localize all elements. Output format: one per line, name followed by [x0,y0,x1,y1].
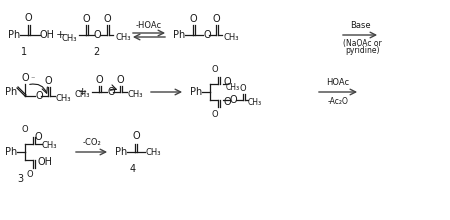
Text: O: O [27,170,33,179]
Text: Ph: Ph [5,87,17,97]
Text: ⁻: ⁻ [30,74,34,83]
Text: Ph: Ph [115,147,127,157]
Text: Base: Base [350,21,370,30]
Text: CH₃: CH₃ [62,33,77,42]
Text: O: O [132,131,140,141]
Text: OH: OH [38,157,53,167]
Text: 2: 2 [93,47,99,57]
Text: O: O [44,76,52,86]
Text: O: O [24,13,32,23]
Text: O: O [103,14,111,24]
Text: Ph: Ph [8,30,20,40]
Text: CH₃: CH₃ [223,33,238,42]
Text: -CO₂: -CO₂ [82,138,101,147]
Text: pyridine): pyridine) [345,46,379,55]
Text: Ph: Ph [5,147,17,157]
Text: (NaOAc or: (NaOAc or [342,39,382,48]
Text: O: O [34,132,42,142]
Text: O: O [212,14,220,24]
Text: O: O [116,75,124,85]
Text: CH₃: CH₃ [42,141,58,150]
Text: O: O [212,65,218,74]
Text: Ph: Ph [173,30,185,40]
Text: O: O [82,14,90,24]
Text: Ph: Ph [190,87,202,97]
Text: 3: 3 [17,174,23,184]
Text: CH₃: CH₃ [226,82,240,92]
Text: +: + [55,30,65,40]
Text: O: O [35,91,43,101]
Text: O: O [107,87,115,97]
Text: HOAc: HOAc [326,78,350,87]
Text: O: O [240,84,246,93]
Text: CH₃: CH₃ [128,90,144,99]
Text: 1: 1 [21,47,27,57]
Text: O: O [203,30,211,40]
Text: OH: OH [40,30,55,40]
Text: O: O [22,125,28,134]
Text: O: O [189,14,197,24]
Text: CH₃: CH₃ [75,90,90,99]
Text: -Ac₂O: -Ac₂O [328,97,348,106]
Text: CH₃: CH₃ [248,97,262,106]
Text: O: O [212,110,218,119]
Text: O: O [223,77,230,87]
Text: CH₃: CH₃ [115,33,130,42]
Text: O: O [223,97,230,107]
Text: +: + [77,87,87,97]
Text: 4: 4 [130,164,136,174]
Text: CH₃: CH₃ [145,147,161,156]
Text: O: O [94,30,102,40]
Text: -HOAc: -HOAc [136,21,162,30]
Text: O: O [230,95,238,105]
Text: O: O [21,73,29,83]
Text: CH₃: CH₃ [56,94,72,103]
Text: O: O [95,75,103,85]
